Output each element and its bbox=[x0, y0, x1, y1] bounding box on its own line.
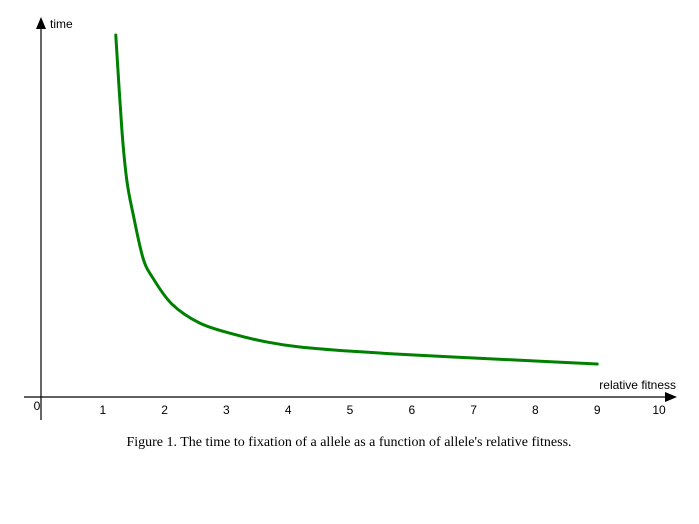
x-tick-label: 7 bbox=[470, 403, 477, 417]
y-axis-label: time bbox=[50, 17, 73, 31]
x-tick-label: 0 bbox=[34, 399, 41, 413]
series-line bbox=[114, 33, 599, 366]
x-tick-label: 3 bbox=[223, 403, 230, 417]
x-tick-label: 4 bbox=[285, 403, 292, 417]
x-axis-label: relative fitness bbox=[599, 378, 676, 392]
x-tick-label: 6 bbox=[408, 403, 415, 417]
x-tick-label: 9 bbox=[594, 403, 601, 417]
x-tick-label: 8 bbox=[532, 403, 539, 417]
figure-caption: Figure 1. The time to fixation of a alle… bbox=[126, 435, 571, 450]
x-tick-label: 5 bbox=[347, 403, 354, 417]
x-tick-label: 10 bbox=[652, 403, 666, 417]
y-axis-arrow-icon bbox=[36, 17, 46, 29]
x-axis-arrow-icon bbox=[665, 392, 677, 402]
x-tick-label: 1 bbox=[99, 403, 106, 417]
x-tick-label: 2 bbox=[161, 403, 168, 417]
